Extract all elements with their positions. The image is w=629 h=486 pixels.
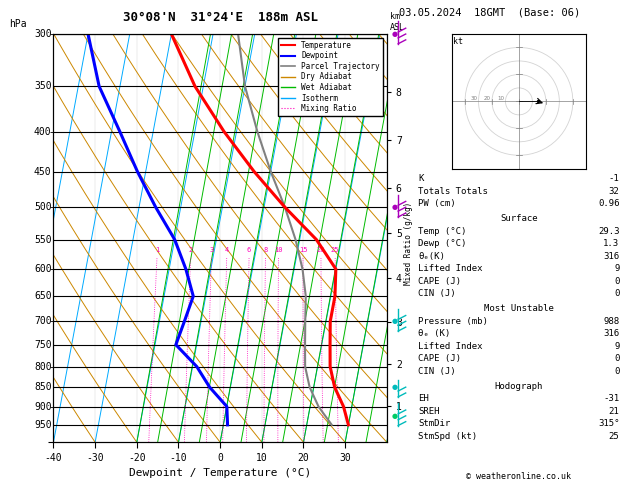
Legend: Temperature, Dewpoint, Parcel Trajectory, Dry Adiabat, Wet Adiabat, Isotherm, Mi: Temperature, Dewpoint, Parcel Trajectory… [279,38,383,116]
Text: 600: 600 [34,264,52,274]
Text: 300: 300 [34,29,52,39]
Text: 988: 988 [603,317,620,326]
Text: 6: 6 [247,247,251,253]
Text: 350: 350 [34,81,52,91]
Text: 900: 900 [34,401,52,412]
Text: Totals Totals: Totals Totals [418,187,488,196]
Text: kt: kt [453,37,463,46]
Text: CIN (J): CIN (J) [418,289,456,298]
Text: ●: ● [392,384,398,390]
Text: 8: 8 [264,247,267,253]
Text: CAPE (J): CAPE (J) [418,277,462,286]
Text: -1: -1 [609,174,620,183]
X-axis label: Dewpoint / Temperature (°C): Dewpoint / Temperature (°C) [129,468,311,478]
Text: Lifted Index: Lifted Index [418,264,483,273]
Text: 21: 21 [609,406,620,416]
Text: Most Unstable: Most Unstable [484,304,554,313]
Text: 0: 0 [614,289,620,298]
Text: CAPE (J): CAPE (J) [418,354,462,363]
Text: 30: 30 [470,96,477,101]
Text: 316: 316 [603,329,620,338]
Text: 25: 25 [609,432,620,440]
Text: θₑ(K): θₑ(K) [418,252,445,261]
Text: K: K [418,174,424,183]
Text: 30°08'N  31°24'E  188m ASL: 30°08'N 31°24'E 188m ASL [123,11,318,24]
Text: ●: ● [392,31,398,37]
Text: Pressure (mb): Pressure (mb) [418,317,488,326]
Text: ●: ● [392,318,398,324]
Text: hPa: hPa [9,19,27,29]
Text: -31: -31 [603,394,620,403]
Text: 400: 400 [34,126,52,137]
Text: Dewp (°C): Dewp (°C) [418,239,467,248]
Text: 32: 32 [609,187,620,196]
Text: 650: 650 [34,291,52,301]
Text: Lifted Index: Lifted Index [418,342,483,350]
Text: 20: 20 [484,96,491,101]
Text: 800: 800 [34,362,52,372]
Text: 500: 500 [34,202,52,212]
Text: km
ASL: km ASL [390,12,405,32]
Text: StmSpd (kt): StmSpd (kt) [418,432,477,440]
Text: θₑ (K): θₑ (K) [418,329,450,338]
Text: Hodograph: Hodograph [495,382,543,391]
Text: 10: 10 [274,247,283,253]
Text: 03.05.2024  18GMT  (Base: 06): 03.05.2024 18GMT (Base: 06) [399,7,581,17]
Text: Temp (°C): Temp (°C) [418,227,467,236]
Text: 15: 15 [299,247,308,253]
Text: 0: 0 [614,277,620,286]
Text: 9: 9 [614,342,620,350]
Text: 4: 4 [225,247,229,253]
Text: EH: EH [418,394,429,403]
Text: 20: 20 [317,247,325,253]
Text: 550: 550 [34,235,52,244]
Text: Mixed Ratio (g/kg): Mixed Ratio (g/kg) [404,201,413,285]
Text: 750: 750 [34,340,52,350]
Text: 450: 450 [34,167,52,176]
Text: CIN (J): CIN (J) [418,366,456,376]
Text: StmDir: StmDir [418,419,450,428]
Text: 2: 2 [189,247,192,253]
Text: ●: ● [392,204,398,210]
Text: 9: 9 [614,264,620,273]
Text: 0: 0 [614,366,620,376]
Text: SREH: SREH [418,406,440,416]
Text: 10: 10 [497,96,504,101]
Text: 315°: 315° [598,419,620,428]
Text: 0.96: 0.96 [598,199,620,208]
Text: 0: 0 [614,354,620,363]
Text: 3: 3 [209,247,214,253]
Text: 700: 700 [34,316,52,326]
Text: © weatheronline.co.uk: © weatheronline.co.uk [467,472,571,481]
Text: PW (cm): PW (cm) [418,199,456,208]
Text: ●: ● [392,413,398,419]
Text: 25: 25 [331,247,340,253]
Text: 1.3: 1.3 [603,239,620,248]
Text: 1: 1 [155,247,159,253]
Text: 850: 850 [34,382,52,392]
Text: 316: 316 [603,252,620,261]
Text: 29.3: 29.3 [598,227,620,236]
Text: Surface: Surface [500,214,538,223]
Text: 950: 950 [34,420,52,430]
